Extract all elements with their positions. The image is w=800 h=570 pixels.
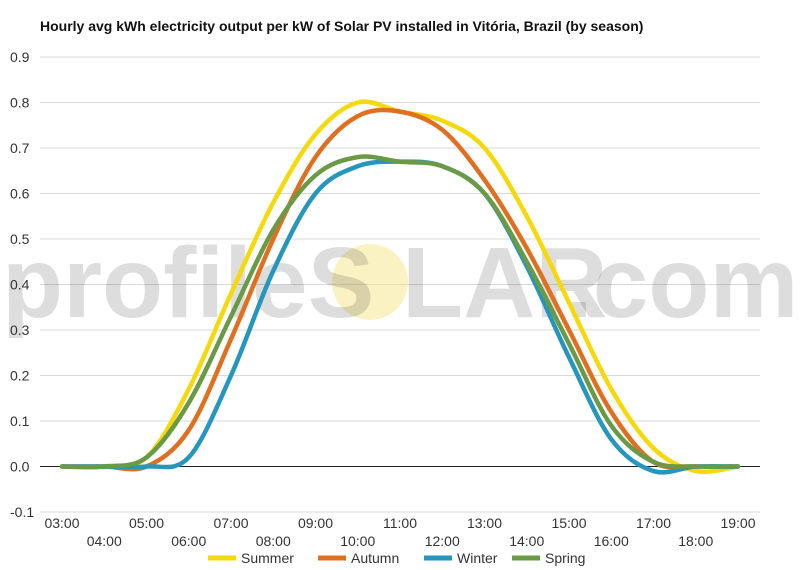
x-tick-label: 10:00 [340, 533, 375, 549]
x-tick-label: 11:00 [383, 515, 417, 531]
x-axis-ticks: 03:00 04:00 05:00 06:00 07:00 08:00 09:00 10:00… [44, 515, 755, 549]
y-tick-label: 0.6 [10, 186, 30, 202]
x-tick-label: 12:00 [425, 533, 460, 549]
y-tick-label: 0.8 [10, 95, 30, 111]
y-tick-label: 0.2 [10, 368, 30, 384]
legend-label: Summer [241, 550, 294, 566]
legend: Summer Autumn Winter Spring [208, 550, 585, 566]
y-axis-ticks: -0.1 0.0 0.1 0.2 0.3 0.4 0.5 0.6 0.7 0.8 0.9 [10, 49, 34, 520]
grid-lines [40, 56, 760, 513]
y-tick-label: -0.1 [10, 504, 34, 520]
watermark-text-right: .com [565, 227, 798, 339]
x-tick-label: 05:00 [129, 515, 164, 531]
y-tick-label: 0.1 [10, 413, 30, 429]
y-tick-label: 0.7 [10, 140, 30, 156]
legend-label: Spring [545, 550, 585, 566]
x-tick-label: 04:00 [87, 533, 122, 549]
x-tick-label: 19:00 [720, 515, 755, 531]
series-lines [59, 99, 741, 475]
x-tick-label: 16:00 [594, 533, 629, 549]
chart-title: Hourly avg kWh electricity output per kW… [40, 18, 644, 34]
watermark-sun-icon [332, 244, 408, 320]
watermark: profileS LAR .com [2, 227, 798, 339]
watermark-text-left: profileS [2, 227, 374, 339]
y-tick-label: 0.9 [10, 49, 30, 65]
watermark-text-middle: LAR [402, 227, 608, 339]
x-tick-label: 14:00 [509, 533, 544, 549]
series-line-autumn [59, 107, 741, 472]
y-tick-label: 0.0 [10, 459, 30, 475]
legend-label: Autumn [351, 550, 399, 566]
x-tick-label: 15:00 [551, 515, 586, 531]
y-tick-label: 0.4 [10, 277, 30, 293]
y-tick-label: 0.5 [10, 231, 30, 247]
x-tick-label: 03:00 [44, 515, 79, 531]
series-line-spring [59, 154, 741, 470]
x-tick-label: 13:00 [467, 515, 502, 531]
x-tick-label: 09:00 [298, 515, 333, 531]
x-tick-label: 07:00 [213, 515, 248, 531]
x-tick-label: 17:00 [636, 515, 671, 531]
legend-label: Winter [457, 550, 498, 566]
y-tick-label: 0.3 [10, 322, 30, 338]
x-tick-label: 18:00 [678, 533, 713, 549]
x-tick-label: 06:00 [171, 533, 206, 549]
x-tick-label: 08:00 [256, 533, 291, 549]
